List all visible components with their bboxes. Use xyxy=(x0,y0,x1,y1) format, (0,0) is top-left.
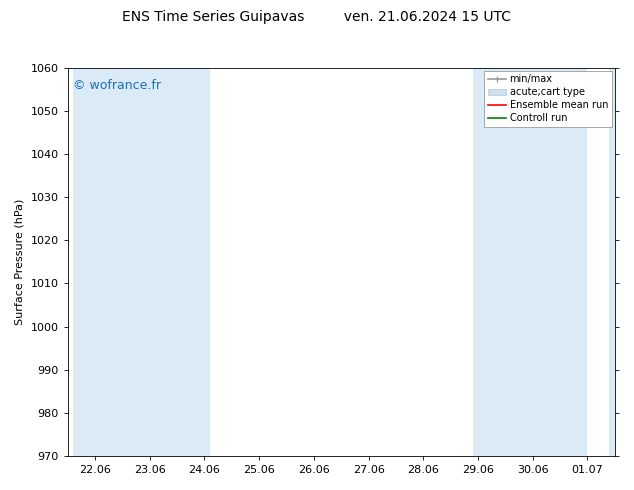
Bar xyxy=(609,68,626,456)
Bar xyxy=(73,68,210,456)
Bar xyxy=(472,68,588,456)
Legend: min/max, acute;cart type, Ensemble mean run, Controll run: min/max, acute;cart type, Ensemble mean … xyxy=(484,71,612,127)
Text: ENS Time Series Guipavas         ven. 21.06.2024 15 UTC: ENS Time Series Guipavas ven. 21.06.2024… xyxy=(122,10,512,24)
Y-axis label: Surface Pressure (hPa): Surface Pressure (hPa) xyxy=(15,198,25,325)
Text: © wofrance.fr: © wofrance.fr xyxy=(73,79,161,92)
